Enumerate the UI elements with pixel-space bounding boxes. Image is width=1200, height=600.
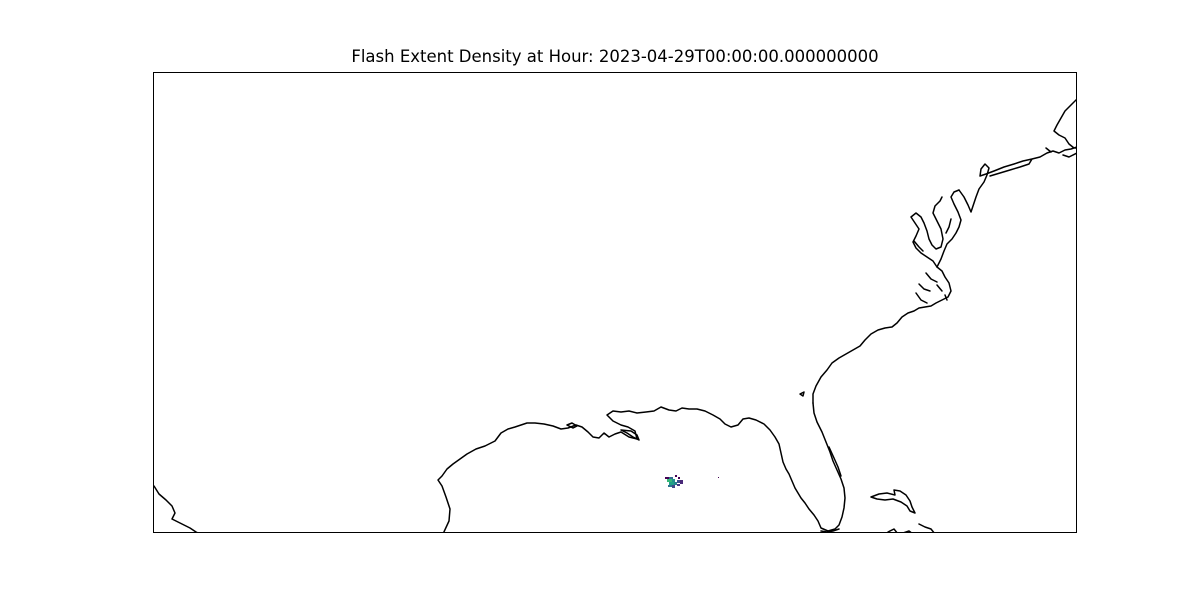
map-canvas [154, 98, 1076, 532]
flash-density-cell [674, 482, 677, 485]
plot-title: Flash Extent Density at Hour: 2023-04-29… [351, 47, 879, 66]
flash-density-cell [669, 477, 673, 479]
gulf-coast-coastline [437, 402, 846, 532]
chesapeake-coastline [910, 189, 962, 268]
atlantic-southeast-coastline [812, 266, 952, 404]
flash-density-cell [680, 480, 683, 484]
florida-keys-coastline [820, 528, 840, 532]
flash-density-cell [665, 477, 669, 479]
florida-east-lagoon [828, 446, 842, 477]
flash-density-cell [672, 485, 675, 488]
island-coastline [799, 391, 805, 397]
flash-density-cell [675, 475, 677, 477]
flash-density-cell [677, 480, 680, 483]
flash-density-cell [672, 479, 675, 482]
flash-density-cell [667, 479, 672, 482]
mexico-coastline [154, 485, 198, 532]
cuba-coastline [870, 489, 935, 532]
flash-density-cell [677, 484, 680, 486]
flash-density-cell [678, 477, 680, 479]
outer-banks-coastline [915, 272, 948, 304]
flash-density-cell [669, 482, 674, 485]
map-axes [153, 72, 1077, 533]
flash-density-cell [668, 485, 672, 487]
northeast-coastline [958, 98, 1076, 213]
flash-density-cell [718, 477, 719, 478]
mississippi-delta-coastline [566, 422, 640, 441]
flash-density-cluster [665, 475, 719, 488]
